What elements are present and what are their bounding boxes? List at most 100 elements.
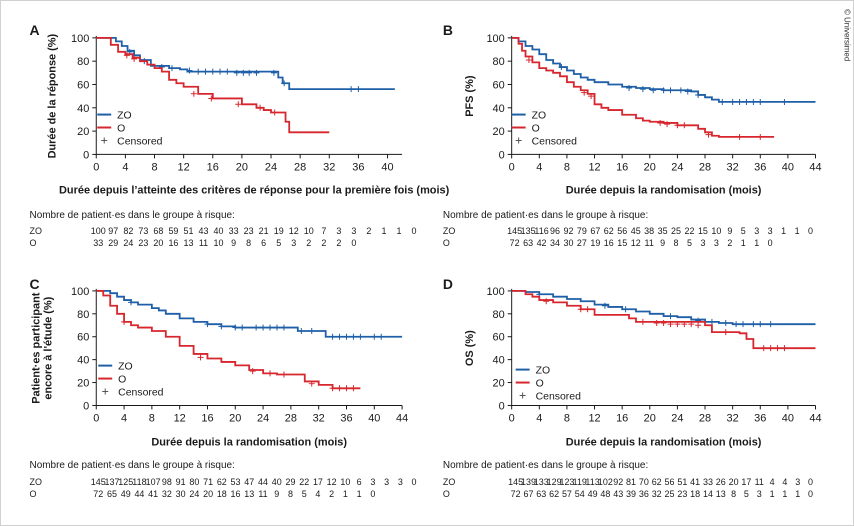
x-tick-label: 24	[671, 412, 683, 424]
censored-mark-zo	[733, 321, 740, 328]
risk-value-o: 33	[93, 238, 103, 248]
censored-mark-o	[208, 95, 215, 102]
censored-mark-o	[267, 370, 274, 377]
panel-label: B	[443, 22, 453, 38]
risk-value-zo: 3	[398, 477, 403, 487]
censored-mark-zo	[169, 65, 175, 72]
risk-value-zo: 10	[711, 226, 721, 236]
censored-mark-zo	[667, 313, 674, 320]
legend-label-censored: Censored	[117, 136, 163, 147]
risk-value-o: 8	[288, 489, 293, 499]
y-axis-label: Durée de la réponse (%)	[46, 33, 58, 158]
risk-value-zo: 56	[617, 226, 627, 236]
risk-value-o: 8	[674, 238, 679, 248]
risk-value-o: 9	[274, 489, 279, 499]
risk-value-zo: 96	[550, 226, 560, 236]
censored-mark-zo	[233, 69, 240, 76]
y-tick-label: 0	[499, 149, 505, 161]
risk-value-zo: 102	[598, 477, 613, 487]
y-tick-label: 60	[493, 79, 505, 91]
risk-value-zo: 73	[138, 226, 148, 236]
censored-mark-zo	[650, 87, 657, 94]
x-tick-label: 8	[151, 161, 157, 173]
x-tick-label: 36	[754, 161, 766, 173]
risk-value-zo: 145	[91, 477, 106, 487]
censored-mark-zo	[695, 91, 702, 98]
risk-value-zo: 20	[729, 477, 739, 487]
censored-mark-zo	[270, 69, 277, 76]
censored-mark-o	[660, 319, 667, 326]
censored-mark-zo	[273, 324, 280, 331]
legend-label-censored: Censored	[536, 391, 582, 402]
risk-value-o: 18	[217, 489, 227, 499]
censored-mark-o	[760, 345, 767, 352]
risk-value-o: 49	[121, 489, 131, 499]
censored-mark-zo	[743, 98, 750, 105]
risk-value-o: 1	[770, 489, 775, 499]
risk-value-o: 16	[231, 489, 241, 499]
risk-value-zo: 81	[626, 477, 636, 487]
y-tick-label: 20	[493, 126, 505, 138]
censored-mark-o	[736, 133, 743, 140]
censored-mark-o	[664, 121, 671, 128]
censored-mark-zo	[239, 324, 246, 331]
legend-label-o: O	[536, 379, 544, 390]
legend-label-zo: ZO	[117, 111, 132, 122]
risk-value-zo: 3	[384, 477, 389, 487]
legend-label-zo: ZO	[536, 366, 551, 377]
risk-value-o: 13	[183, 238, 193, 248]
risk-value-o: 0	[768, 238, 773, 248]
risk-value-o: 1	[782, 489, 787, 499]
risk-value-zo: 133	[534, 477, 549, 487]
risk-value-o: 25	[665, 489, 675, 499]
panel-label: A	[30, 22, 40, 38]
risk-value-o: 42	[537, 238, 547, 248]
risk-value-zo: 113	[585, 477, 599, 487]
risk-value-o: 1	[357, 489, 362, 499]
censored-mark-zo	[740, 321, 746, 328]
censored-mark-zo	[240, 69, 247, 76]
censored-mark-o	[131, 55, 138, 62]
censored-mark-zo	[719, 98, 726, 105]
x-tick-label: 4	[536, 412, 542, 424]
risk-value-zo: 25	[671, 226, 681, 236]
x-tick-label: 28	[699, 412, 711, 424]
risk-value-zo: 22	[299, 477, 309, 487]
censored-mark-zo	[298, 328, 305, 334]
risk-value-zo: 71	[203, 477, 213, 487]
censored-mark-o	[653, 319, 660, 326]
censored-mark-zo	[736, 98, 743, 105]
series-line-o	[96, 289, 361, 390]
censored-mark-o	[543, 298, 550, 305]
censored-mark-zo	[246, 69, 253, 76]
risk-value-zo: 80	[189, 477, 199, 487]
risk-value-o: 11	[645, 238, 654, 248]
risk-value-zo: 10	[304, 226, 314, 236]
risk-value-zo: 116	[534, 226, 548, 236]
x-tick-label: 0	[93, 412, 99, 424]
y-tick-label: 40	[77, 103, 89, 115]
x-tick-label: 32	[727, 161, 739, 173]
censored-mark-o	[350, 385, 357, 392]
risk-value-o: 23	[677, 489, 687, 499]
risk-value-o: 30	[563, 238, 573, 248]
legend-label-o: O	[532, 124, 540, 135]
x-tick-label: 44	[809, 412, 821, 424]
censored-mark-o	[121, 318, 128, 325]
censored-mark-zo	[202, 68, 209, 75]
risk-value-zo: 119	[573, 477, 587, 487]
censored-mark-zo	[767, 321, 774, 328]
risk-value-o: 5	[302, 489, 307, 499]
censored-mark-zo	[253, 69, 260, 76]
risk-row-label-o: O	[30, 489, 37, 499]
risk-value-zo: 56	[665, 477, 675, 487]
x-tick-label: 0	[93, 161, 99, 173]
risk-value-zo: 3	[370, 477, 375, 487]
censored-mark-o	[681, 122, 688, 129]
risk-value-zo: 145	[507, 226, 522, 236]
x-tick-label: 16	[616, 412, 628, 424]
risk-value-o: 39	[626, 489, 636, 499]
